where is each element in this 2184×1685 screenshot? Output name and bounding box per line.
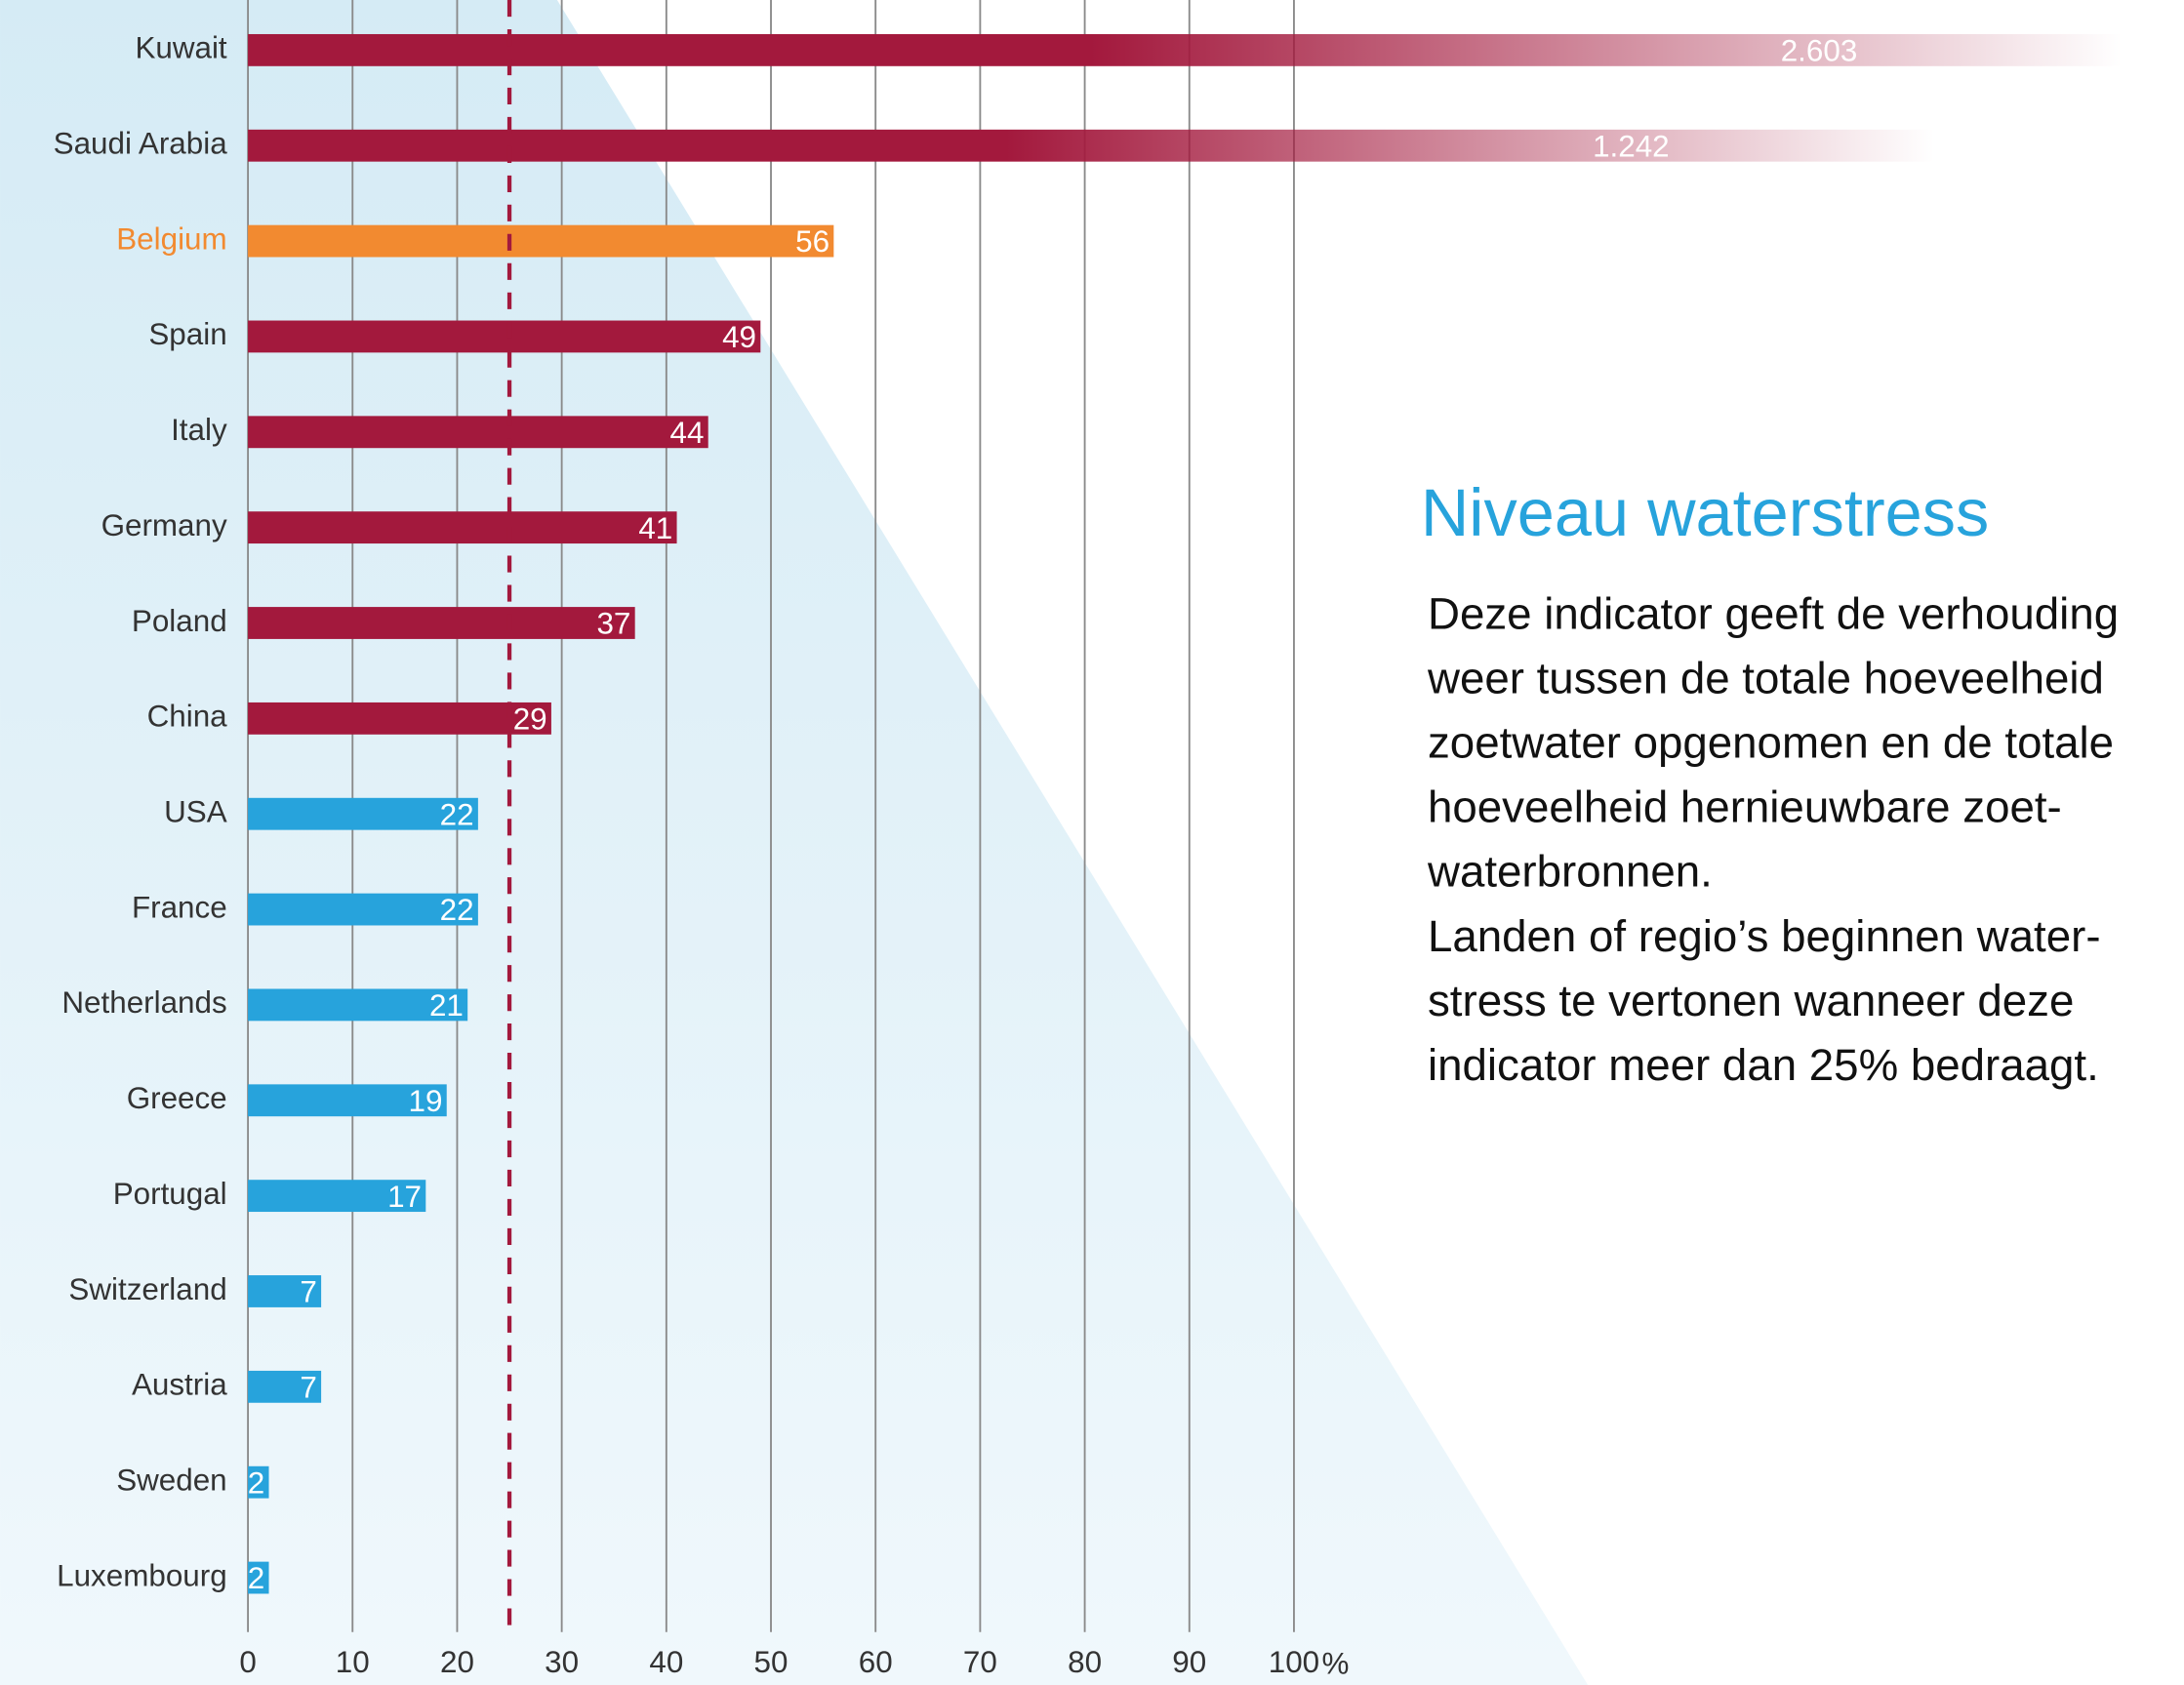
bar: [248, 224, 834, 258]
category-label: Spain: [148, 317, 226, 351]
x-tick-label: 30: [545, 1645, 579, 1679]
annotation-line: Landen of regio’s beginnen water-: [1428, 911, 2101, 961]
annotation-line: stress te vertonen wanneer deze: [1428, 976, 2074, 1025]
category-label: Kuwait: [135, 31, 226, 65]
category-label: Belgium: [116, 221, 226, 256]
value-label: 2: [248, 1561, 264, 1595]
bar: [248, 33, 2123, 66]
value-label: 21: [429, 988, 464, 1023]
annotation-line: Deze indicator geeft de verhouding: [1428, 588, 2119, 638]
annotation-line: waterbronnen.: [1427, 847, 1713, 897]
bar: [248, 129, 1934, 162]
category-label: USA: [164, 795, 227, 829]
category-label: Germany: [101, 508, 227, 542]
value-label: 19: [409, 1084, 443, 1118]
bar: [248, 1084, 447, 1117]
x-tick-label: 50: [754, 1645, 789, 1679]
x-tick-label: 80: [1068, 1645, 1102, 1679]
value-label: 49: [722, 320, 756, 354]
annotation-line: zoetwater opgenomen en de totale: [1428, 718, 2114, 768]
value-label: 1.242: [1593, 129, 1670, 163]
bar: [248, 1465, 269, 1499]
value-label: 41: [638, 511, 672, 545]
value-label: 17: [387, 1180, 422, 1214]
x-axis-unit: %: [1322, 1646, 1350, 1680]
category-label: China: [147, 700, 228, 734]
x-tick-label: 70: [963, 1645, 997, 1679]
category-label: Portugal: [113, 1177, 227, 1211]
bar: [248, 988, 468, 1022]
bar: [248, 511, 677, 544]
x-tick-label: 0: [239, 1645, 256, 1679]
bar: [248, 416, 708, 449]
value-label: 22: [440, 797, 474, 831]
value-label: 7: [300, 1370, 316, 1404]
value-label: 2: [248, 1465, 264, 1500]
value-label: 56: [795, 224, 829, 259]
value-label: 44: [669, 416, 704, 450]
value-label: 7: [300, 1275, 316, 1309]
bar: [248, 1275, 322, 1307]
category-label: Greece: [127, 1081, 227, 1115]
x-tick-label: 10: [336, 1645, 370, 1679]
value-label: 29: [513, 702, 547, 737]
category-label: France: [132, 890, 227, 924]
bar: [248, 797, 478, 830]
bar: [248, 1180, 426, 1213]
category-label: Luxembourg: [57, 1558, 227, 1592]
x-tick-label: 60: [859, 1645, 893, 1679]
annotation-line: weer tussen de totale hoeveelheid: [1427, 653, 2104, 702]
category-label: Poland: [132, 604, 227, 638]
bar: [248, 320, 761, 353]
annotation-title: Niveau waterstress: [1421, 475, 1989, 550]
bar: [248, 1561, 269, 1594]
x-tick-label: 90: [1172, 1645, 1206, 1679]
x-tick-label: 20: [440, 1645, 474, 1679]
bar: [248, 607, 635, 639]
bar: [248, 702, 551, 735]
annotation-line: indicator meer dan 25% bedraagt.: [1428, 1040, 2099, 1090]
category-label: Austria: [132, 1368, 227, 1402]
category-label: Saudi Arabia: [54, 127, 228, 161]
bar: [248, 893, 478, 926]
value-label: 22: [440, 893, 474, 927]
category-label: Sweden: [116, 1463, 226, 1497]
value-label: 2.603: [1781, 34, 1858, 68]
category-label: Switzerland: [68, 1272, 226, 1306]
value-label: 37: [596, 607, 630, 641]
annotation-line: hoeveelheid hernieuwbare zoet-: [1428, 782, 2062, 832]
bar: [248, 1370, 322, 1403]
category-label: Italy: [171, 413, 227, 447]
category-label: Netherlands: [61, 985, 226, 1020]
x-tick-label: 100: [1269, 1645, 1319, 1679]
x-tick-label: 40: [649, 1645, 683, 1679]
